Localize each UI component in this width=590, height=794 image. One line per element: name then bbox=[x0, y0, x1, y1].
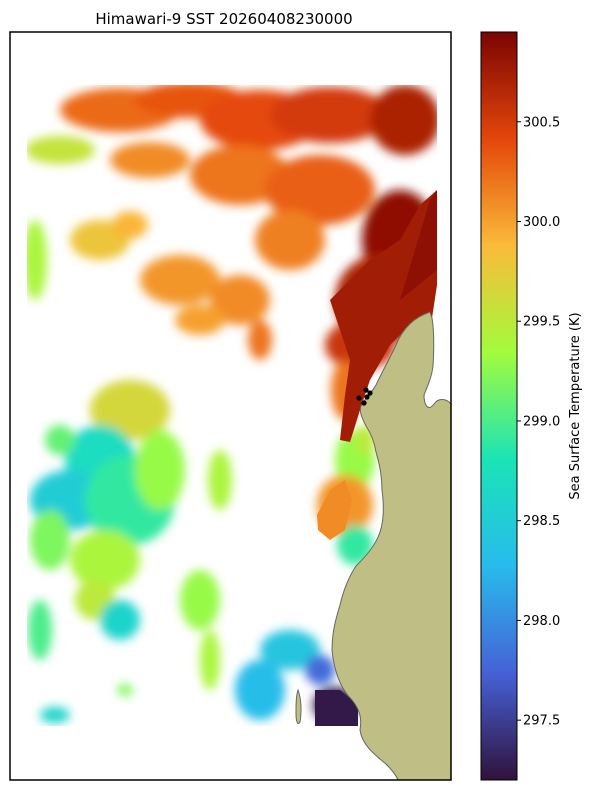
sst-patch bbox=[315, 690, 358, 726]
sst-patch bbox=[317, 480, 352, 540]
colorbar-tick-label: 298.5 bbox=[523, 514, 560, 529]
colorbar-tick-label: 298.0 bbox=[523, 614, 560, 629]
colorbar-tick-label: 299.0 bbox=[523, 414, 560, 429]
sst-blob bbox=[135, 430, 185, 510]
sst-blob bbox=[70, 530, 140, 590]
sst-patch bbox=[330, 190, 437, 442]
sst-blob bbox=[305, 655, 335, 685]
map-frame bbox=[9, 31, 452, 781]
sst-blob bbox=[235, 660, 285, 720]
small-island bbox=[295, 688, 302, 725]
observation-marker bbox=[356, 395, 362, 401]
sst-blob bbox=[265, 155, 375, 225]
sst-blob bbox=[260, 630, 320, 670]
sst-field bbox=[27, 85, 437, 726]
colorbar-tick-label: 299.5 bbox=[523, 315, 560, 330]
sst-blob bbox=[370, 85, 437, 155]
sst-blob bbox=[270, 87, 390, 143]
sst-blob bbox=[175, 305, 225, 335]
sst-patch bbox=[400, 190, 437, 300]
sst-blob bbox=[100, 600, 140, 640]
sst-blob bbox=[200, 630, 220, 690]
colorbar-tick-label: 300.5 bbox=[523, 115, 560, 130]
sst-blob bbox=[112, 211, 148, 239]
observation-marker bbox=[363, 387, 369, 393]
sst-blob bbox=[140, 255, 220, 305]
sst-blob bbox=[90, 380, 170, 440]
colorbar-tick-label: 300.0 bbox=[523, 215, 560, 230]
sst-blob bbox=[210, 275, 270, 325]
sst-blob bbox=[40, 707, 70, 723]
sst-blob bbox=[30, 510, 70, 570]
observation-markers bbox=[356, 387, 373, 406]
sst-blob bbox=[208, 450, 232, 510]
map-panel bbox=[10, 32, 451, 780]
sst-blob bbox=[45, 425, 75, 455]
observation-marker bbox=[364, 394, 370, 400]
sst-blob bbox=[28, 600, 52, 660]
observation-marker bbox=[367, 390, 373, 396]
colorbar-tick-label: 297.5 bbox=[523, 714, 560, 729]
colorbar-frame bbox=[480, 31, 518, 781]
sst-blob bbox=[337, 525, 373, 565]
colorbar-gradient bbox=[481, 32, 517, 780]
colorbar: 297.5 298.0 298.5 299.0 299.5 300.0 300.5 Sea … bbox=[480, 31, 583, 781]
sst-blob bbox=[255, 210, 325, 270]
colorbar-label: Sea Surface Temperature (K) bbox=[568, 312, 583, 499]
sst-blob bbox=[248, 320, 272, 360]
sst-blob bbox=[27, 220, 47, 300]
sst-blob bbox=[117, 684, 133, 696]
sst-blob bbox=[180, 570, 220, 630]
sst-blob bbox=[110, 142, 190, 178]
sst-blob bbox=[27, 136, 95, 164]
chart-title: Himawari-9 SST 20260408230000 bbox=[95, 10, 352, 28]
observation-marker bbox=[361, 400, 367, 406]
